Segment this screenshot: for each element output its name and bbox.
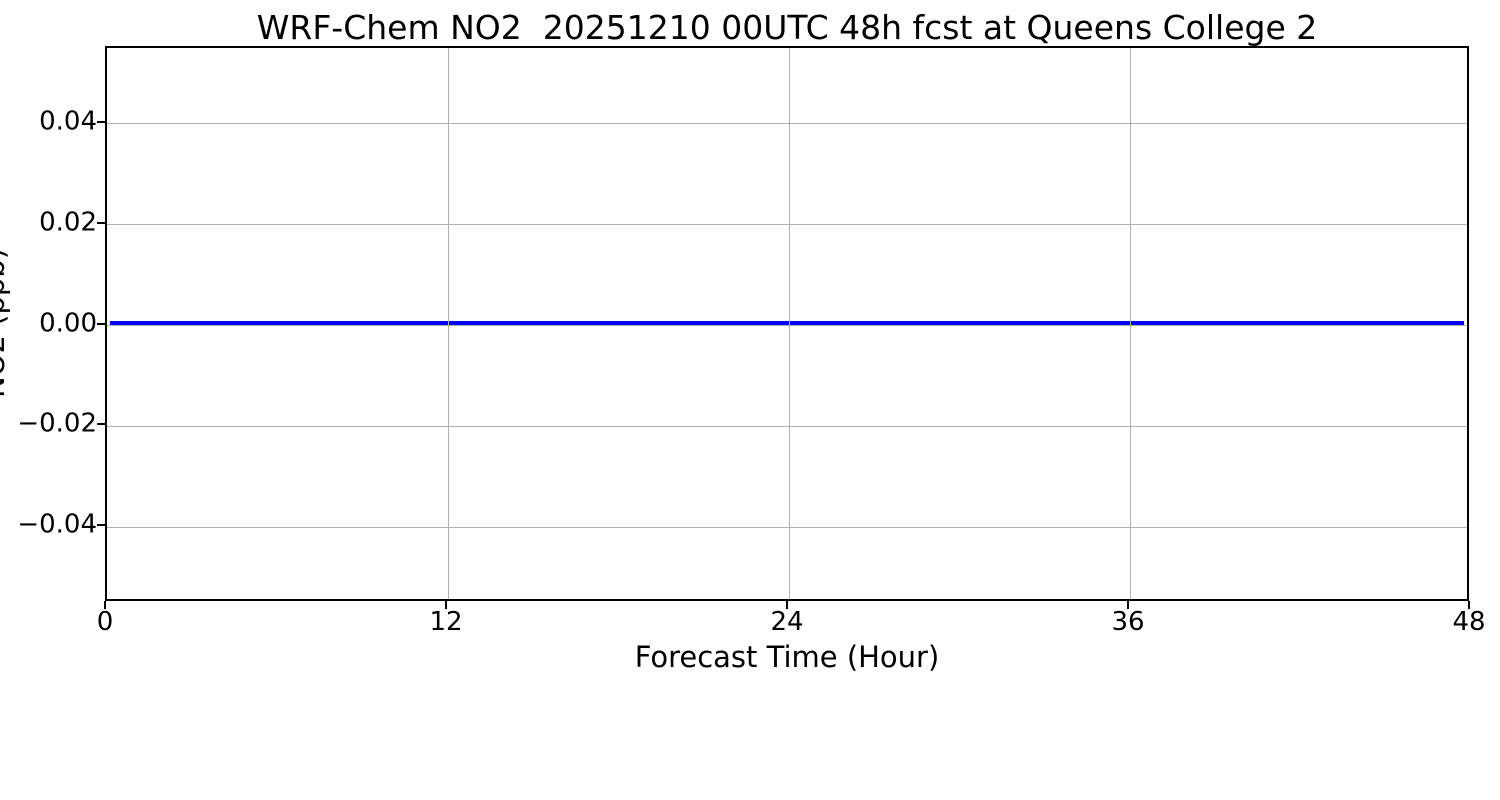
x-tick-label: 24 [770,607,804,637]
y-tick [97,524,105,527]
y-tick [97,322,105,325]
x-tick-label: 48 [1452,607,1486,637]
x-tick [104,601,106,609]
x-tick [445,601,447,609]
y-tick-label: −0.02 [17,408,97,439]
y-gridline [107,224,1467,226]
x-gridline [788,48,790,599]
y-axis-label-clipped: NO2 (ppb) [0,247,11,399]
y-tick-label: 0.04 [39,106,97,137]
y-tick-label: 0.02 [39,206,97,237]
y-gridline [107,526,1467,528]
x-tick [1127,601,1129,609]
x-tick-label: 12 [429,607,463,637]
y-tick [97,120,105,123]
y-tick [97,221,105,224]
y-gridline [107,325,1467,326]
x-tick [786,601,788,609]
series-line-svg [109,321,1465,326]
y-gridline [107,425,1467,427]
y-tick-label: −0.04 [17,509,97,540]
x-tick-label: 0 [96,607,114,637]
y-tick [97,423,105,426]
chart-title: WRF-Chem NO2 20251210 00UTC 48h fcst at … [256,8,1318,47]
x-gridline [1129,48,1131,599]
y-tick-label: 0.00 [39,307,97,338]
x-tick [1468,601,1470,609]
plot-area [105,46,1469,601]
x-gridline [447,48,449,599]
x-tick-label: 36 [1111,607,1145,637]
x-axis-label: Forecast Time (Hour) [634,640,940,674]
y-gridline [107,123,1467,125]
